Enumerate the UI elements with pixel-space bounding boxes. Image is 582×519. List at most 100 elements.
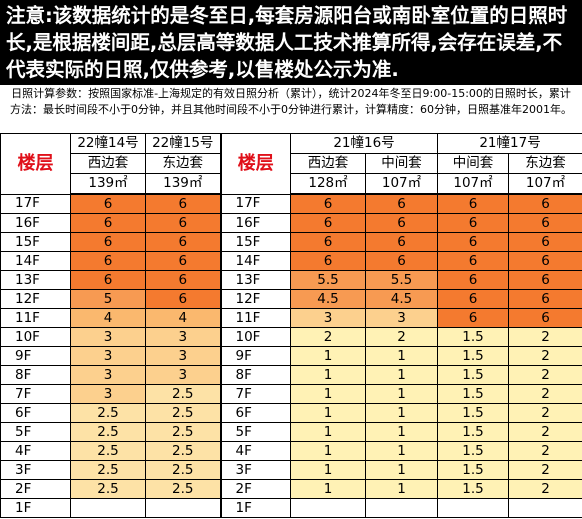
floor-cell: 17F (220, 193, 291, 214)
floor-cell: 4F (220, 441, 291, 461)
sun-hours-cell: 1 (290, 384, 366, 404)
sun-hours-cell: 3 (70, 327, 146, 347)
sun-hours-cell: 1 (290, 441, 366, 461)
unit-row: 西边套 东边套 西边套 中间套 中间套 东边套 (1, 153, 582, 174)
sun-hours-cell: 6 (437, 270, 510, 290)
sun-hours-cell: 1 (364, 384, 439, 404)
sun-hours-cell: 2.5 (70, 441, 146, 461)
floor-cell: 13F (220, 270, 291, 290)
sun-hours-cell: 1.5 (437, 365, 510, 385)
sun-hours-cell: 6 (290, 213, 366, 233)
sun-hours-cell: 1 (364, 460, 439, 480)
sun-hours-cell (70, 498, 146, 518)
unit-name: 东边套 (508, 153, 582, 174)
unit-area: 139㎡ (70, 173, 146, 195)
floor-cell: 3F (0, 460, 71, 480)
sun-hours-cell: 2 (290, 327, 366, 347)
sun-hours-cell: 2 (508, 460, 582, 480)
floor-cell: 15F (220, 232, 291, 252)
sun-hours-cell (364, 498, 439, 518)
sun-hours-cell: 1 (290, 460, 366, 480)
floor-cell: 7F (220, 384, 291, 404)
sun-hours-cell: 6 (508, 308, 582, 328)
sun-hours-cell: 1 (290, 422, 366, 442)
sun-hours-cell: 6 (437, 251, 510, 271)
floor-row: 17F 6 6 17F 6 6 6 6 (0, 193, 582, 214)
floor-row: 4F 2.5 2.5 4F 1 1 1.5 2 (0, 441, 582, 461)
floor-cell: 16F (0, 213, 71, 233)
sun-hours-cell: 2 (508, 403, 582, 423)
sun-hours-cell: 6 (508, 213, 582, 233)
sun-hours-cell: 6 (508, 193, 582, 214)
floor-cell: 4F (0, 441, 71, 461)
sun-hours-cell: 2.5 (70, 460, 146, 480)
sun-hours-cell: 6 (437, 308, 510, 328)
unit-area: 139㎡ (145, 173, 222, 195)
floor-cell: 14F (220, 251, 291, 271)
sun-hours-cell (145, 498, 222, 518)
sun-hours-cell: 5.5 (364, 270, 439, 290)
sun-hours-cell: 3 (145, 346, 222, 366)
sun-hours-cell: 2.5 (70, 403, 146, 423)
sun-hours-cell: 6 (70, 251, 146, 271)
floor-row: 14F 6 6 14F 6 6 6 6 (0, 251, 582, 271)
floor-cell: 8F (220, 365, 291, 385)
sun-hours-cell: 1.5 (437, 327, 510, 347)
sun-hours-cell: 6 (70, 193, 146, 214)
floor-cell: 15F (0, 232, 71, 252)
floor-cell: 7F (0, 384, 71, 404)
sun-hours-cell: 6 (290, 232, 366, 252)
floor-cell: 13F (0, 270, 71, 290)
building-name: 22幢14号 (70, 133, 146, 154)
sun-hours-cell: 6 (364, 213, 439, 233)
sun-hours-cell: 3 (70, 346, 146, 366)
sun-hours-cell: 6 (70, 232, 146, 252)
unit-area: 107㎡ (437, 173, 510, 195)
floor-cell: 16F (220, 213, 291, 233)
sun-hours-cell: 3 (70, 365, 146, 385)
floor-cell: 9F (0, 346, 71, 366)
floor-cell: 2F (0, 479, 71, 499)
sun-hours-cell: 5 (70, 289, 146, 309)
sun-hours-cell: 6 (290, 193, 366, 214)
sun-hours-cell: 1.5 (437, 346, 510, 366)
sun-hours-cell: 6 (364, 251, 439, 271)
floor-row: 1F 1F (0, 498, 582, 518)
floor-row: 7F 3 2.5 7F 1 1 1.5 2 (0, 384, 582, 404)
floor-header: 楼层 (220, 133, 291, 195)
header-row: 楼层 22幢14号 22幢15号 楼层 21幢16号 21幢17号 (0, 133, 582, 195)
sun-hours-cell: 6 (145, 289, 222, 309)
sun-hours-cell: 1.5 (437, 384, 510, 404)
sun-hours-cell: 3 (290, 308, 366, 328)
sun-hours-cell: 3 (145, 365, 222, 385)
area-row: 139㎡ 139㎡ 128㎡ 107㎡ 107㎡ 107㎡ (1, 173, 582, 195)
sun-hours-cell: 2 (364, 327, 439, 347)
floor-row: 8F 3 3 8F 1 1 1.5 2 (0, 365, 582, 385)
floor-row: 12F 5 6 12F 4.5 4.5 6 6 (0, 289, 582, 309)
floor-row: 5F 2.5 2.5 5F 1 1 1.5 2 (0, 422, 582, 442)
floor-cell: 12F (220, 289, 291, 309)
floor-row: 10F 3 3 10F 2 2 1.5 2 (0, 327, 582, 347)
floor-row: 16F 6 6 16F 6 6 6 6 (0, 213, 582, 233)
sun-hours-cell: 4 (70, 308, 146, 328)
sun-hours-cell: 6 (508, 232, 582, 252)
sun-hours-cell: 1.5 (437, 403, 510, 423)
sun-hours-cell: 6 (508, 270, 582, 290)
floor-row: 3F 2.5 2.5 3F 1 1 1.5 2 (0, 460, 582, 480)
sun-hours-cell: 6 (364, 232, 439, 252)
floor-cell: 11F (220, 308, 291, 328)
sun-hours-cell: 1.5 (437, 479, 510, 499)
sun-hours-cell: 6 (145, 213, 222, 233)
floor-cell: 5F (0, 422, 71, 442)
sun-hours-cell: 6 (437, 289, 510, 309)
sun-hours-cell: 5.5 (290, 270, 366, 290)
floor-row: 2F 2.5 2.5 2F 1 1 1.5 2 (0, 479, 582, 499)
sun-hours-cell: 6 (70, 213, 146, 233)
sun-hours-cell: 3 (70, 384, 146, 404)
sun-hours-cell: 2.5 (70, 422, 146, 442)
floor-cell: 14F (0, 251, 71, 271)
unit-name: 中间套 (437, 153, 510, 174)
sun-hours-cell: 6 (70, 270, 146, 290)
sun-hours-cell: 6 (508, 289, 582, 309)
